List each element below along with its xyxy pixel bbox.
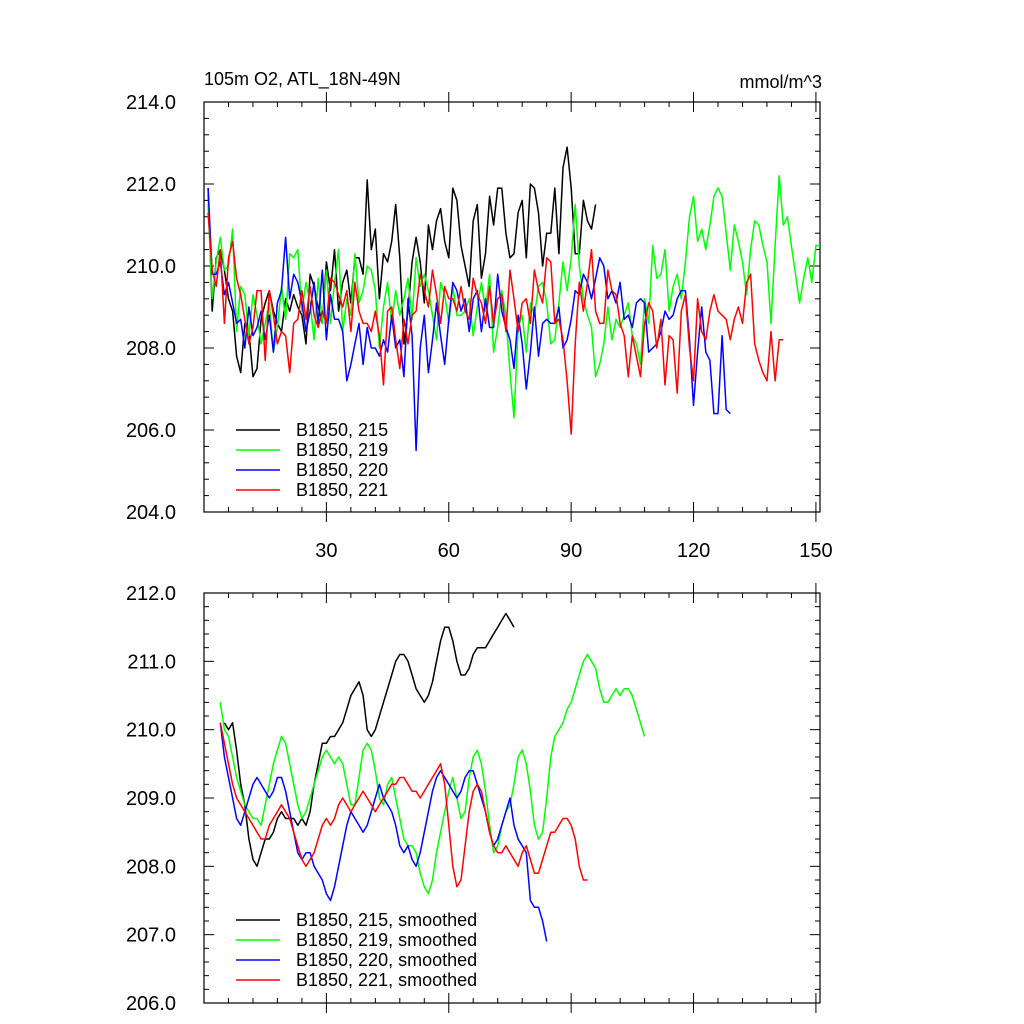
series-line-4 [219, 722, 588, 888]
legend-label-3: B1850, 220 [296, 460, 388, 480]
series-line-2 [207, 175, 820, 419]
tick-marks-bottom: 206.0 207.0 208.0 209.0 210.0 211.0 212.0 [126, 583, 820, 1015]
chart-units-label: mmol/m^3 [740, 72, 822, 92]
y-tick-label: 212.0 [126, 174, 176, 196]
tick-marks-top: 204.0 206.0 208.0 210.0 212.0 214.0 30 60 90 120 1… [126, 92, 833, 562]
chart-title-left: 105m O2, ATL_18N-49N [204, 69, 401, 90]
legend-label-2: B1850, 219, smoothed [296, 930, 477, 950]
y-tick-label: 210.0 [126, 256, 176, 278]
y-tick-label: 207.0 [126, 925, 176, 947]
y-tick-label: 208.0 [126, 856, 176, 878]
series-layer-bottom [219, 612, 646, 942]
top-panel: 105m O2, ATL_18N-49N mmol/m^3 204.0 206.0… [126, 69, 833, 562]
y-tick-label: 208.0 [126, 338, 176, 360]
y-tick-label: 206.0 [126, 420, 176, 442]
series-layer-top [207, 146, 820, 452]
legend-label-4: B1850, 221, smoothed [296, 970, 477, 990]
series-line-1 [223, 612, 515, 868]
legend-label-1: B1850, 215 [296, 420, 388, 440]
y-tick-label: 211.0 [127, 651, 176, 673]
bottom-panel: 206.0 207.0 208.0 209.0 210.0 211.0 212.0 B185… [126, 583, 821, 1015]
x-tick-label: 120 [677, 540, 710, 562]
y-tick-label: 209.0 [126, 788, 176, 810]
legend-label-1: B1850, 215, smoothed [296, 910, 477, 930]
y-tick-label: 212.0 [126, 583, 176, 605]
y-tick-label: 206.0 [126, 993, 176, 1015]
x-tick-label: 90 [560, 540, 582, 562]
plot-frame-top [203, 101, 821, 513]
legend-label-4: B1850, 221 [296, 480, 388, 500]
y-tick-label: 210.0 [126, 720, 176, 742]
x-tick-label: 60 [438, 540, 460, 562]
series-line-2 [219, 653, 646, 895]
y-tick-label: 214.0 [126, 92, 176, 114]
legend-label-2: B1850, 219 [296, 440, 388, 460]
y-tick-label: 204.0 [126, 502, 176, 524]
series-line-4 [207, 212, 784, 435]
x-tick-label: 150 [799, 540, 832, 562]
series-line-3 [207, 188, 731, 452]
legend-label-3: B1850, 220, smoothed [296, 950, 477, 970]
x-tick-label: 30 [315, 540, 337, 562]
series-line-3 [219, 722, 548, 942]
